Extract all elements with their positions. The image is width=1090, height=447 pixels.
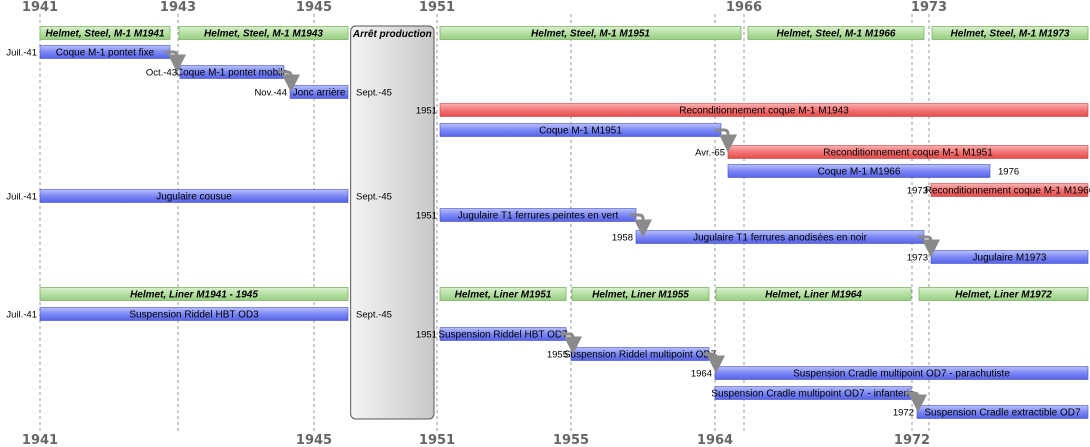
phase-label-helmet-liner-m1955: Helmet, Liner M1955 xyxy=(592,290,689,301)
task-bar-suspension-riddel-hbt-od3 xyxy=(39,307,349,321)
task-bar-reconditionnement-coque-m-1-m1943 xyxy=(439,103,1089,117)
task-start-label-jugulaire-t1-ferrures-anodisees-en-noir: 1958 xyxy=(612,233,633,244)
phase-label-helmet-steel-m-1-m1966: Helmet, Steel, M-1 M1966 xyxy=(777,29,896,40)
phase-bar-helmet-liner-m1951 xyxy=(439,287,567,301)
task-label-suspension-cradle-extractible-od7: Suspension Cradle extractible OD7 xyxy=(924,408,1081,419)
phase-bar-helmet-liner-m1955 xyxy=(571,287,710,301)
phase-label-helmet-steel-m-1-m1941: Helmet, Steel, M-1 M1941 xyxy=(46,29,165,40)
task-bar-jugulaire-cousue xyxy=(39,189,349,203)
task-start-label-reconditionnement-coque-m-1-m1966: 1973 xyxy=(907,186,928,197)
top-tick-label-1973: 1973 xyxy=(911,0,947,15)
task-start-label-suspension-riddel-hbt-od3: Juil.-41 xyxy=(6,310,37,321)
task-label-jonc-arriere: Jonc arrière xyxy=(293,88,346,99)
task-label-reconditionnement-coque-m-1-m1943: Reconditionnement coque M-1 M1943 xyxy=(679,106,849,117)
task-label-jugulaire-m1973: Jugulaire M1973 xyxy=(973,253,1047,264)
task-label-jugulaire-cousue: Jugulaire cousue xyxy=(156,192,232,203)
task-start-label-coque-m-1-pontet-fixe: Juil.-41 xyxy=(6,48,37,59)
task-label-coque-m-1-m1966: Coque M-1 M1966 xyxy=(818,167,901,178)
phase-label-helmet-steel-m-1-m1943: Helmet, Steel, M-1 M1943 xyxy=(204,29,323,40)
bottom-tick-label-1951: 1951 xyxy=(419,433,455,447)
top-tick-label-1945: 1945 xyxy=(296,0,332,15)
phase-label-helmet-liner-m1972: Helmet, Liner M1972 xyxy=(955,290,1052,301)
task-start-label-reconditionnement-coque-m-1-m1943: 1951 xyxy=(416,106,437,117)
task-start-label-suspension-riddel-hbt-od7: 1951 xyxy=(416,330,437,341)
task-start-label-suspension-cradle-multipoint-od7-parachutiste: 1964 xyxy=(691,369,712,380)
task-end-label-coque-m-1-m1966: 1976 xyxy=(998,167,1019,178)
dependency-arrow-1 xyxy=(278,70,300,93)
production-pause-box xyxy=(350,25,435,420)
top-tick-label-1943: 1943 xyxy=(160,0,196,15)
phase-bar-helmet-steel-m-1-m1966 xyxy=(747,26,925,40)
task-start-label-jugulaire-t1-ferrures-peintes-en-vert: 1951 xyxy=(416,211,437,222)
task-label-coque-m-1-m1951: Coque M-1 M1951 xyxy=(539,126,622,137)
task-end-label-suspension-riddel-hbt-od3: Sept.-45 xyxy=(356,310,392,321)
task-start-label-jugulaire-m1973: 1973 xyxy=(907,253,928,264)
dependency-arrow-3 xyxy=(630,213,652,238)
top-tick-label-1941: 1941 xyxy=(22,0,58,15)
phase-bar-helmet-steel-m-1-m1973 xyxy=(931,26,1089,40)
task-label-coque-m-1-pontet-fixe: Coque M-1 pontet fixe xyxy=(56,48,155,59)
dependency-arrow-5 xyxy=(560,332,582,355)
top-tick-label-1966: 1966 xyxy=(726,0,762,15)
dependency-arrow-6 xyxy=(703,352,725,374)
task-label-suspension-riddel-hbt-od3: Suspension Riddel HBT OD3 xyxy=(129,310,259,321)
phase-label-helmet-liner-m1951: Helmet, Liner M1951 xyxy=(455,290,552,301)
task-label-coque-m-1-pontet-mobile: Coque M-1 pontet mobile xyxy=(176,68,289,79)
task-bar-reconditionnement-coque-m-1-m1966 xyxy=(930,183,1089,197)
task-label-reconditionnement-coque-m-1-m1951: Reconditionnement coque M-1 M1951 xyxy=(823,148,993,159)
phase-bar-helmet-liner-m1941-1945 xyxy=(39,287,349,301)
top-tick-label-1951: 1951 xyxy=(419,0,455,15)
phase-bar-helmet-steel-m-1-m1941 xyxy=(39,26,171,40)
task-label-jugulaire-t1-ferrures-anodisees-en-noir: Jugulaire T1 ferrures anodisées en noir xyxy=(693,233,867,244)
phase-bar-helmet-liner-m1972 xyxy=(918,287,1089,301)
task-label-suspension-cradle-multipoint-od7-parachutiste: Suspension Cradle multipoint OD7 - parac… xyxy=(793,369,1010,380)
dependency-arrow-0 xyxy=(164,50,186,73)
dependency-arrow-4 xyxy=(918,235,940,258)
dependency-arrow-7 xyxy=(905,391,927,413)
phase-label-helmet-steel-m-1-m1973: Helmet, Steel, M-1 M1973 xyxy=(951,29,1070,40)
task-label-reconditionnement-coque-m-1-m1966: Reconditionnement coque M-1 M1966 xyxy=(925,186,1090,197)
production-pause-label: Arrêt production xyxy=(352,29,432,40)
phase-bar-helmet-liner-m1964 xyxy=(715,287,912,301)
task-label-suspension-riddel-hbt-od7: Suspension Riddel HBT OD7 xyxy=(438,330,568,341)
bottom-tick-label-1941: 1941 xyxy=(22,433,58,447)
dependency-arrow-2 xyxy=(715,128,737,153)
phase-label-helmet-steel-m-1-m1951: Helmet, Steel, M-1 M1951 xyxy=(531,29,650,40)
bottom-tick-label-1972: 1972 xyxy=(894,433,930,447)
task-bar-coque-m-1-m1966 xyxy=(727,164,991,178)
phase-label-helmet-liner-m1964: Helmet, Liner M1964 xyxy=(765,290,862,301)
task-label-jugulaire-t1-ferrures-peintes-en-vert: Jugulaire T1 ferrures peintes en vert xyxy=(458,211,619,222)
task-start-label-jugulaire-cousue: Juil.-41 xyxy=(6,192,37,203)
bottom-tick-label-1945: 1945 xyxy=(296,433,332,447)
task-start-label-suspension-cradle-extractible-od7: 1972 xyxy=(893,408,914,419)
task-start-label-reconditionnement-coque-m-1-m1951: Avr.-65 xyxy=(695,148,725,159)
task-start-label-coque-m-1-pontet-mobile: Oct.-43 xyxy=(146,68,177,79)
phase-bar-helmet-steel-m-1-m1943 xyxy=(178,26,349,40)
task-label-suspension-riddel-multipoint-od7: Suspension Riddel multipoint OD7 xyxy=(564,350,717,361)
task-label-suspension-cradle-multipoint-od7-infanterie: Suspension Cradle multipoint OD7 - infan… xyxy=(711,389,915,400)
bottom-tick-label-1955: 1955 xyxy=(553,433,589,447)
task-end-label-jugulaire-cousue: Sept.-45 xyxy=(356,192,392,203)
task-start-label-jonc-arriere: Nov.-44 xyxy=(254,88,287,99)
bottom-tick-label-1964: 1964 xyxy=(697,433,733,447)
task-end-label-jonc-arriere: Sept.-45 xyxy=(356,88,392,99)
phase-bar-helmet-steel-m-1-m1951 xyxy=(439,26,742,40)
task-start-label-suspension-riddel-multipoint-od7: 1955 xyxy=(547,350,568,361)
phase-label-helmet-liner-m1941-1945: Helmet, Liner M1941 - 1945 xyxy=(130,290,258,301)
